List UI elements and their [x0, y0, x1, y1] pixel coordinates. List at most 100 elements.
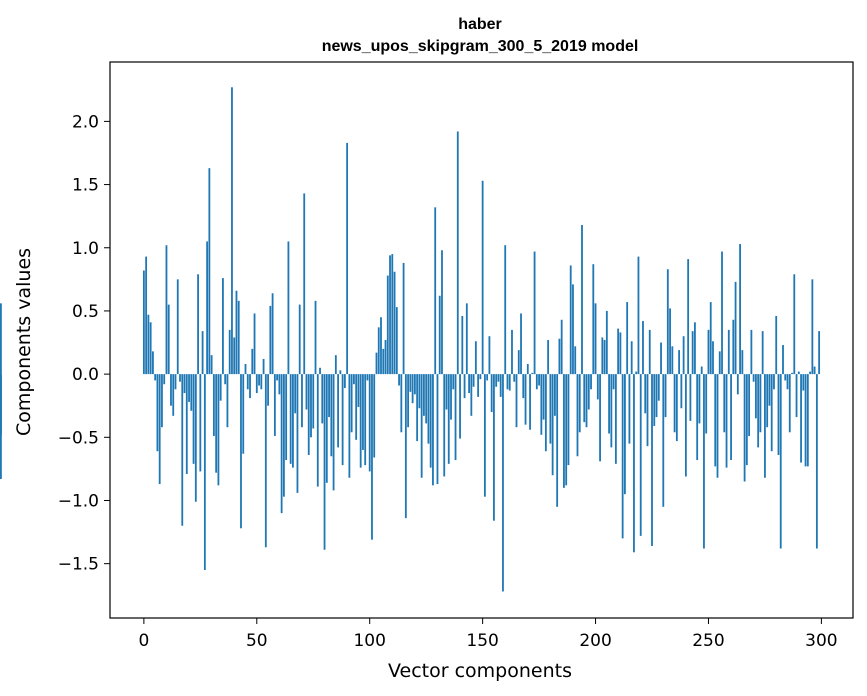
bar — [784, 374, 787, 381]
bar — [470, 374, 473, 416]
bar — [145, 256, 148, 375]
bar — [689, 374, 692, 421]
bar — [642, 321, 644, 375]
bar — [768, 374, 771, 406]
bar — [513, 374, 516, 382]
bar — [696, 374, 699, 461]
bar — [727, 329, 730, 375]
y-axis-ticks: −1.5 −1.0 −0.5 0.0 0.5 1.0 1.5 2.0 — [58, 112, 110, 575]
bar — [366, 374, 369, 381]
bar — [362, 374, 364, 450]
bar — [653, 374, 656, 426]
bar — [581, 225, 583, 375]
bar — [375, 352, 378, 375]
bar — [633, 374, 635, 553]
bar — [389, 255, 391, 375]
bar — [289, 374, 292, 464]
bar — [535, 374, 538, 390]
bar — [452, 374, 455, 390]
bar — [770, 374, 773, 452]
bar — [285, 374, 288, 461]
bar — [662, 374, 665, 507]
bar — [483, 374, 486, 497]
bar — [208, 168, 211, 375]
bar — [353, 374, 355, 385]
bar — [583, 374, 586, 423]
bar — [502, 374, 504, 592]
bar — [267, 374, 269, 406]
bar — [517, 350, 520, 375]
bar — [660, 342, 662, 375]
bar — [183, 374, 186, 394]
bar — [343, 374, 346, 389]
bar — [655, 374, 658, 418]
bar — [296, 374, 299, 493]
bar — [499, 374, 502, 397]
bar — [709, 302, 712, 375]
bar — [694, 322, 696, 375]
bar — [802, 374, 805, 391]
bar — [413, 374, 416, 395]
bar — [739, 243, 741, 375]
x-axis-label: Vector components — [388, 660, 572, 682]
bar — [206, 241, 209, 375]
bar — [253, 313, 256, 375]
bar — [305, 374, 308, 410]
bar — [657, 374, 660, 401]
bar — [172, 374, 175, 416]
bar — [298, 304, 301, 375]
bar — [666, 269, 669, 375]
bar — [687, 259, 690, 375]
bar — [750, 329, 753, 375]
bar — [316, 374, 319, 487]
bar — [626, 302, 629, 375]
bar — [373, 374, 376, 458]
bar — [450, 374, 452, 420]
bar — [714, 374, 717, 467]
bar — [479, 374, 482, 380]
bar — [350, 374, 353, 433]
bar — [461, 315, 464, 375]
bar — [504, 245, 507, 375]
bar — [601, 337, 604, 375]
bar — [736, 374, 739, 395]
bar — [797, 371, 800, 375]
bar — [619, 332, 622, 375]
bar — [258, 374, 260, 386]
bar — [730, 374, 732, 461]
x-tick-label: 50 — [246, 631, 268, 651]
bar — [215, 374, 218, 473]
bar — [393, 271, 396, 375]
bar — [188, 374, 190, 402]
bar — [490, 374, 493, 413]
bar — [271, 293, 274, 375]
bar — [197, 274, 199, 375]
bar — [587, 374, 590, 410]
bar — [167, 304, 170, 375]
bar — [386, 275, 389, 375]
bar — [612, 374, 615, 390]
bar — [341, 374, 344, 466]
bar — [303, 193, 306, 375]
bar — [364, 374, 367, 466]
bar — [371, 374, 373, 540]
bar — [445, 374, 448, 410]
bar — [330, 374, 333, 457]
bar — [391, 254, 394, 375]
bar — [745, 374, 748, 466]
bar — [287, 241, 290, 375]
bar — [481, 180, 484, 375]
bar — [179, 374, 181, 382]
x-tick-label: 200 — [579, 631, 611, 651]
y-tick-label: 0.0 — [72, 365, 99, 385]
bar — [465, 303, 468, 375]
plot-frame — [109, 61, 854, 619]
bar — [398, 374, 400, 386]
bar — [310, 374, 312, 438]
bar — [447, 374, 450, 464]
bar — [506, 374, 509, 390]
bar — [280, 374, 283, 514]
bar — [775, 315, 778, 375]
bar — [255, 374, 258, 394]
bar — [596, 374, 599, 400]
